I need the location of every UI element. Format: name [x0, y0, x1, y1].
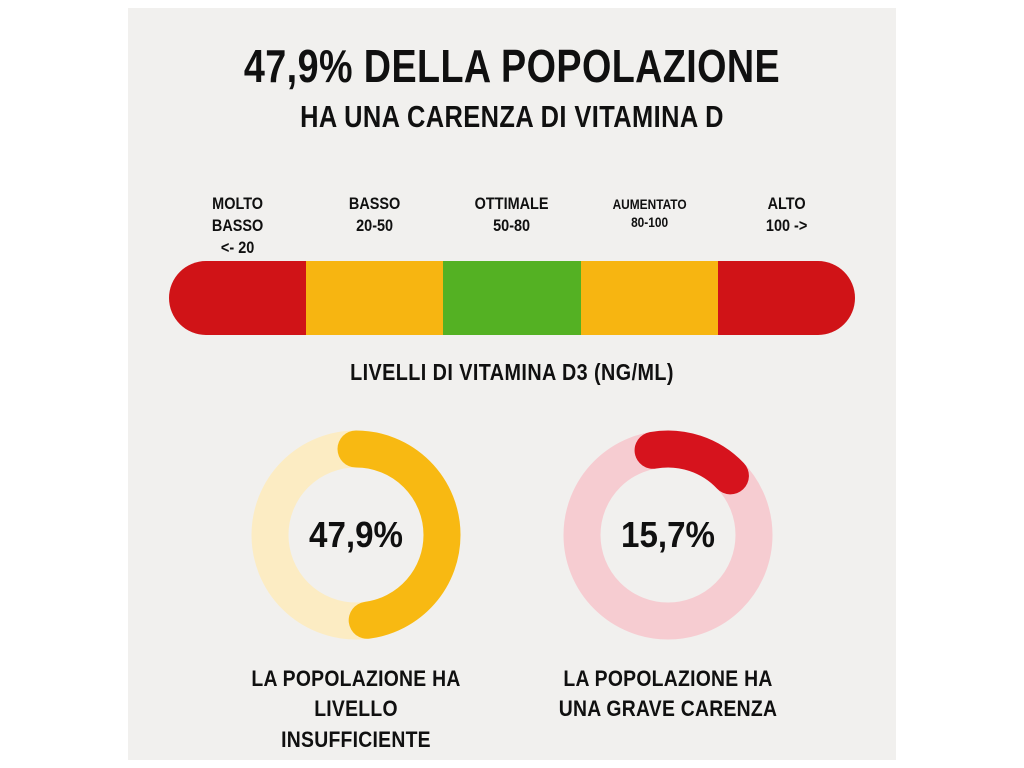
scale-caption: LIVELLI DI VITAMINA D3 (NG/ML) — [350, 358, 674, 385]
scale-segment-4 — [717, 260, 855, 335]
donut-charts: 47,9% LA POPOLAZIONE HA LIVELLO INSUFFIC… — [128, 420, 896, 756]
infographic-canvas: 47,9% DELLA POPOLAZIONE HA UNA CARENZA D… — [128, 8, 896, 760]
scale-label-0: MOLTO BASSO <- 20 — [211, 194, 264, 257]
scale-segment-1 — [306, 260, 444, 335]
donut-value-insufficient: 47,9% — [309, 513, 403, 555]
donut-caption-line: LIVELLO INSUFFICIENTE — [281, 696, 431, 753]
donut-ring-insufficient: 47,9% — [241, 420, 471, 650]
title-line1: 47,9% DELLA POPOLAZIONE — [243, 40, 781, 92]
scale-segment-0 — [169, 260, 307, 335]
scale-segment-3 — [580, 260, 718, 335]
donut-severe-deficiency: 15,7% LA POPOLAZIONE HA UNA GRAVE CARENZ… — [538, 420, 798, 756]
scale-labels: MOLTO BASSO <- 20 BASSO 20-50 OTTIMALE 50-80 A… — [169, 193, 855, 258]
scale-label-1: BASSO 20-50 — [349, 194, 401, 236]
donut-svg-severe — [563, 430, 773, 640]
donut-insufficient-level: 47,9% LA POPOLAZIONE HA LIVELLO INSUFFIC… — [226, 420, 486, 756]
donut-caption-line: LA POPOLAZIONE HA — [563, 665, 773, 691]
scale-label-2: OTTIMALE 50-80 — [475, 194, 549, 236]
vitamin-d-scale: MOLTO BASSO <- 20 BASSO 20-50 OTTIMALE 50-80 A… — [169, 193, 855, 385]
donut-svg-insufficient — [251, 430, 461, 640]
scale-label-3: AUMENTATO 80-100 — [612, 196, 687, 231]
donut-caption-line: UNA GRAVE CARENZA — [558, 696, 778, 722]
donut-caption-severe: LA POPOLAZIONE HA UNA GRAVE CARENZA — [554, 664, 783, 726]
donut-caption-insufficient: LA POPOLAZIONE HA LIVELLO INSUFFICIENTE — [242, 664, 471, 756]
scale-segment-2 — [443, 260, 581, 335]
scale-label-4: ALTO 100 -> — [765, 194, 808, 236]
donut-caption-line: LA POPOLAZIONE HA — [251, 665, 461, 691]
scale-bar — [169, 260, 855, 335]
donut-ring-severe: 15,7% — [553, 420, 783, 650]
title-line2: HA UNA CARENZA DI VITAMINA D — [300, 99, 724, 135]
donut-value-severe: 15,7% — [621, 513, 715, 555]
